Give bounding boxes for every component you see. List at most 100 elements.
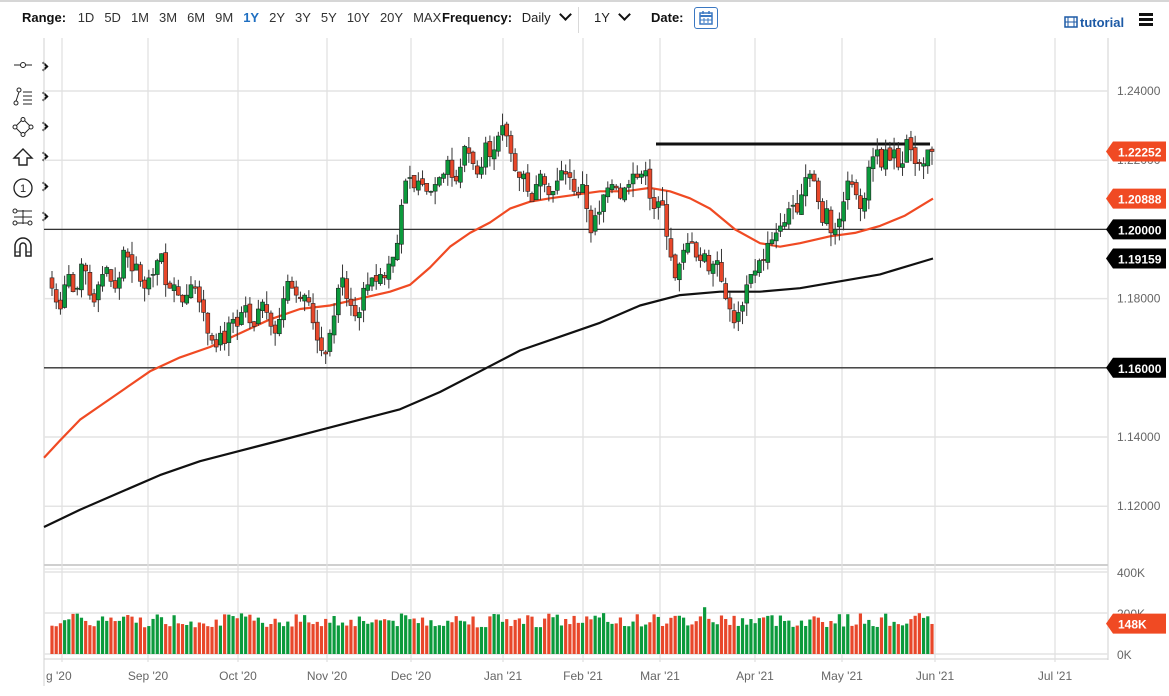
frequency-label: Frequency: bbox=[442, 10, 513, 25]
volume-bar bbox=[193, 627, 197, 654]
volume-bar bbox=[547, 613, 551, 654]
range-option-1d[interactable]: 1D bbox=[77, 10, 95, 25]
range-option-10y[interactable]: 10Y bbox=[346, 10, 370, 25]
volume-bar bbox=[841, 626, 846, 654]
magnet-tool-button[interactable] bbox=[12, 236, 52, 258]
candle-body bbox=[740, 305, 745, 312]
candle-body bbox=[285, 280, 291, 301]
volume-bar bbox=[223, 614, 227, 654]
volume-bar bbox=[105, 620, 109, 654]
volume-bar bbox=[75, 613, 79, 654]
candle-body bbox=[340, 277, 345, 288]
frequency-dropdown[interactable]: Daily bbox=[522, 8, 572, 26]
volume-bar bbox=[854, 624, 858, 654]
candle-body bbox=[891, 149, 897, 159]
arrow-tool-button[interactable] bbox=[12, 147, 52, 169]
hamburger-menu-icon[interactable] bbox=[1139, 13, 1153, 26]
volume-bar bbox=[690, 624, 694, 654]
volume-bar bbox=[121, 616, 126, 654]
line-tool-button[interactable] bbox=[12, 57, 52, 79]
volume-bar bbox=[703, 607, 707, 654]
price-tag-shape bbox=[1106, 357, 1166, 378]
candle-body bbox=[117, 277, 122, 289]
range-option-3m[interactable]: 3M bbox=[159, 10, 178, 25]
candle-body bbox=[411, 175, 417, 189]
candle-body bbox=[807, 173, 813, 179]
candle-body bbox=[159, 253, 164, 263]
volume-bar bbox=[218, 625, 223, 654]
volume-bar bbox=[391, 620, 395, 654]
volume-bar bbox=[378, 620, 383, 654]
candle-body bbox=[201, 299, 206, 313]
candle-body bbox=[643, 170, 648, 177]
volume-bar bbox=[564, 618, 568, 654]
range-option-1m[interactable]: 1M bbox=[130, 10, 149, 25]
volume-bar bbox=[816, 617, 820, 654]
volume-bar bbox=[610, 623, 614, 654]
measure-tool-button[interactable] bbox=[12, 207, 52, 229]
volume-bar bbox=[361, 621, 366, 654]
candle-body bbox=[466, 147, 472, 154]
volume-bar bbox=[589, 619, 593, 654]
volume-bar bbox=[686, 625, 690, 654]
date-label: Date: bbox=[651, 10, 684, 25]
candle-body bbox=[125, 251, 131, 258]
candle-body bbox=[184, 294, 190, 304]
range-option-max[interactable]: MAX bbox=[413, 10, 442, 25]
annotation-tool-button[interactable]: 1 bbox=[12, 177, 52, 199]
volume-bar bbox=[635, 614, 639, 654]
candle-body bbox=[693, 242, 699, 258]
candle-body bbox=[605, 187, 611, 198]
candle-body bbox=[458, 166, 463, 183]
candle-body bbox=[180, 294, 185, 303]
volume-bar bbox=[871, 626, 875, 654]
range-option-5y[interactable]: 5Y bbox=[320, 10, 337, 25]
volume-bar bbox=[88, 625, 92, 654]
price-tag-shape bbox=[1106, 219, 1166, 240]
date-picker-button[interactable] bbox=[694, 7, 718, 29]
period-value: 1Y bbox=[594, 10, 610, 25]
range-option-1y[interactable]: 1Y bbox=[243, 10, 260, 25]
volume-tag: 148K bbox=[1106, 613, 1166, 634]
price-tag: 1.19159 bbox=[1106, 248, 1166, 269]
candle-body bbox=[542, 176, 547, 185]
volume-bar bbox=[804, 625, 808, 654]
range-option-9m[interactable]: 9M bbox=[215, 10, 234, 25]
volume-bar bbox=[227, 614, 231, 654]
range-option-6m[interactable]: 6M bbox=[187, 10, 206, 25]
candle-body bbox=[386, 263, 392, 280]
candle-body bbox=[896, 148, 901, 168]
shape-tool-icon bbox=[12, 117, 34, 137]
film-icon bbox=[1064, 16, 1078, 28]
candle-body bbox=[824, 208, 830, 225]
shape-tool-button[interactable] bbox=[12, 117, 52, 139]
volume-bar bbox=[500, 621, 505, 654]
candle-body bbox=[83, 264, 88, 272]
candle-body bbox=[74, 287, 80, 290]
volume-bar bbox=[138, 617, 143, 654]
range-option-2y[interactable]: 2Y bbox=[269, 10, 285, 25]
volume-bar bbox=[420, 617, 425, 654]
range-option-3y[interactable]: 3Y bbox=[295, 10, 311, 25]
y-tick-label: 1.18000 bbox=[1117, 292, 1161, 306]
arrow-tool-icon bbox=[12, 148, 34, 166]
candle-body bbox=[698, 254, 703, 261]
range-option-20y[interactable]: 20Y bbox=[379, 10, 404, 25]
candle-body bbox=[209, 335, 215, 341]
volume-bar bbox=[707, 618, 711, 654]
candle-body bbox=[765, 242, 771, 263]
fibonacci-tool-button[interactable] bbox=[12, 87, 52, 109]
candle-body bbox=[887, 147, 893, 161]
candle-body bbox=[858, 195, 863, 209]
candle-body bbox=[630, 173, 636, 185]
candle-body bbox=[773, 232, 779, 242]
range-option-5d[interactable]: 5D bbox=[104, 10, 121, 25]
period-dropdown[interactable]: 1Y bbox=[594, 8, 631, 26]
volume-bar bbox=[736, 625, 740, 654]
candle-body bbox=[736, 312, 741, 322]
tutorial-link[interactable]: tutorial bbox=[1064, 15, 1124, 30]
candle-body bbox=[226, 322, 232, 343]
volume-bar bbox=[778, 615, 783, 654]
candle-body bbox=[512, 153, 518, 171]
